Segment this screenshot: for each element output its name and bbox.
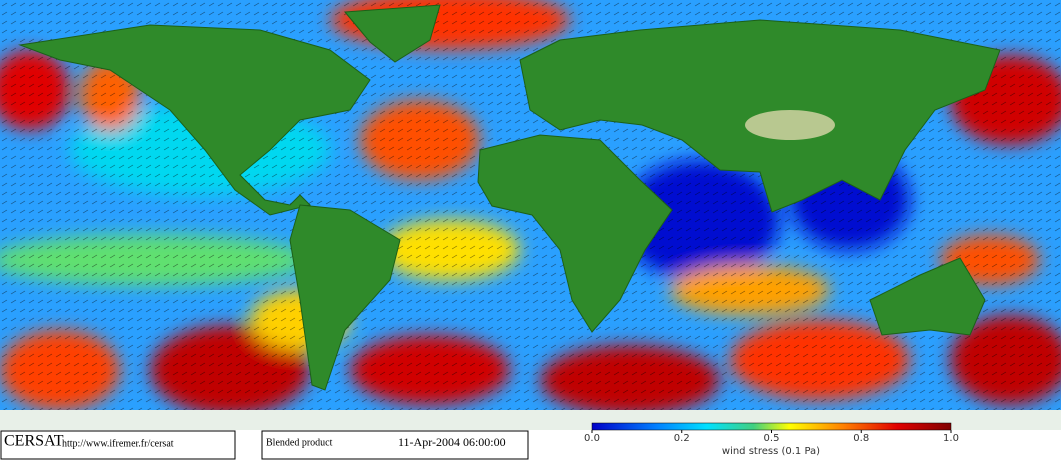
- australia: [869, 257, 986, 336]
- logo: CERSAT: [4, 433, 64, 450]
- south-america: [289, 204, 401, 391]
- colorbar-tick-label: 1.0: [943, 433, 959, 444]
- colorbar-tick-label: 0.2: [674, 433, 690, 444]
- url: http://www.ifremer.fr/cersat: [62, 438, 174, 449]
- product-box: [261, 430, 529, 460]
- product: Blended product: [266, 437, 333, 448]
- logo-box: [0, 430, 236, 460]
- footer: CERSAT http://www.ifremer.fr/cersat Blen…: [0, 422, 1061, 462]
- colorbar-label: wind stress (0.1 Pa): [722, 446, 820, 457]
- date: 11-Apr-2004 06:00:00: [398, 435, 506, 449]
- colorbar-tick-label: 0.5: [764, 433, 780, 444]
- colorbar: [591, 422, 952, 431]
- greenland: [343, 4, 441, 63]
- tibetan-plateau: [745, 110, 835, 140]
- colorbar-tick-label: 0.0: [584, 433, 600, 444]
- africa: [477, 134, 673, 333]
- north-america: [18, 24, 371, 216]
- colorbar-tick-label: 0.8: [853, 433, 869, 444]
